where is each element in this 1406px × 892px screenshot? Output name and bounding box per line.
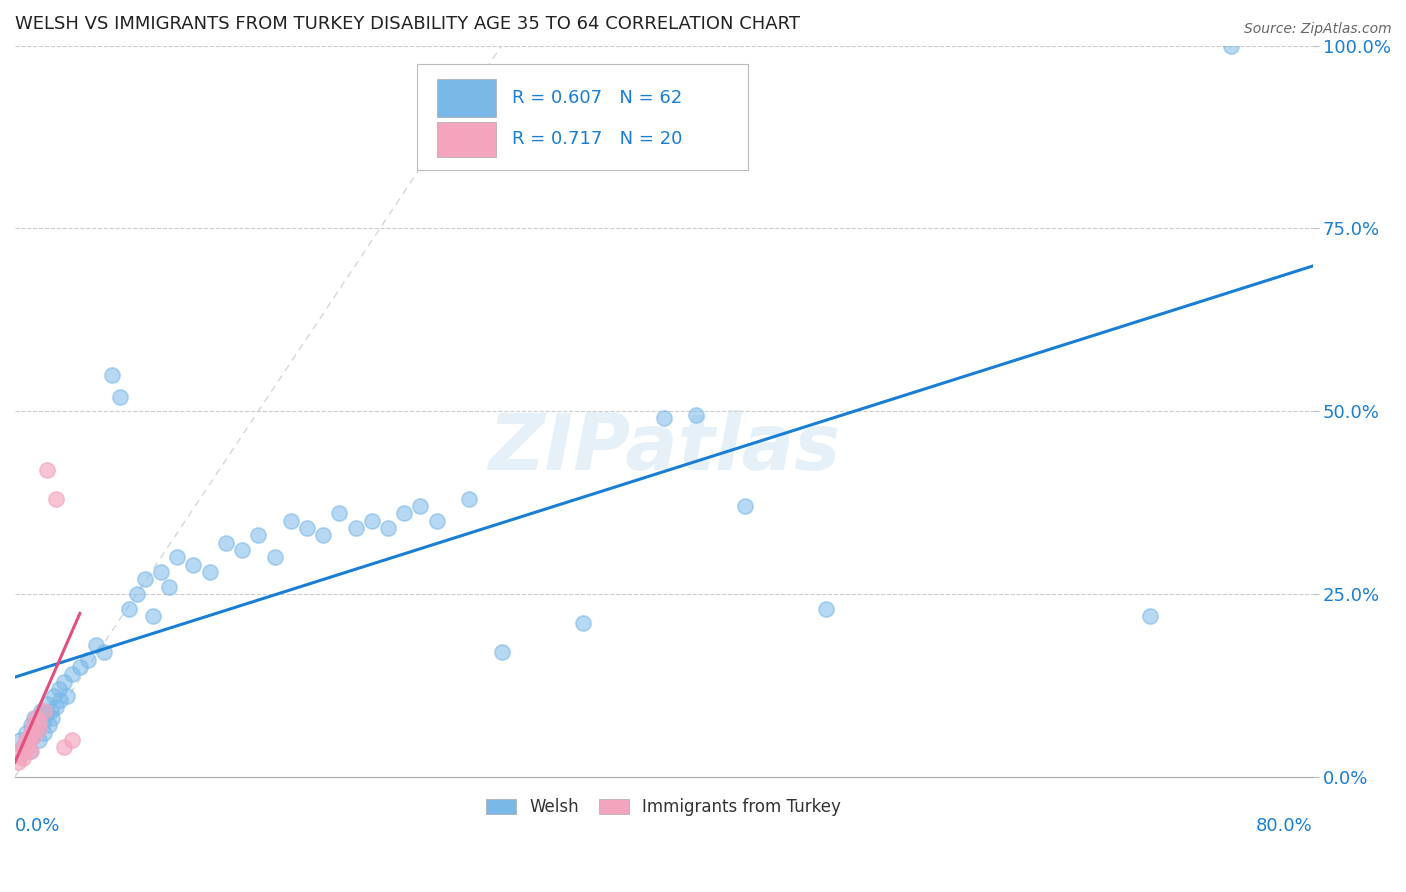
Text: 80.0%: 80.0% xyxy=(1256,817,1313,835)
Text: ZIPatlas: ZIPatlas xyxy=(488,409,839,485)
Point xyxy=(491,645,513,659)
Point xyxy=(685,408,707,422)
Point xyxy=(231,543,253,558)
Point xyxy=(69,660,91,674)
Point xyxy=(458,491,481,506)
Point xyxy=(24,730,46,744)
Point xyxy=(18,744,41,758)
Point xyxy=(35,707,58,722)
Point xyxy=(1220,38,1243,53)
Point xyxy=(60,733,83,747)
Point xyxy=(48,681,70,696)
Point xyxy=(49,693,72,707)
Point xyxy=(149,565,172,579)
Point xyxy=(28,733,51,747)
FancyBboxPatch shape xyxy=(437,78,496,117)
Point xyxy=(41,711,63,725)
Point xyxy=(814,601,837,615)
Point xyxy=(280,514,302,528)
Point xyxy=(734,499,756,513)
Point xyxy=(20,718,42,732)
Point xyxy=(93,645,115,659)
Point xyxy=(42,690,65,704)
Point xyxy=(215,535,238,549)
Point xyxy=(652,411,675,425)
Point xyxy=(295,521,318,535)
Point xyxy=(25,711,48,725)
Point xyxy=(52,674,75,689)
Point xyxy=(37,697,59,711)
Point xyxy=(56,690,79,704)
Point xyxy=(38,718,60,732)
Point xyxy=(27,722,49,736)
Point xyxy=(15,725,38,739)
Legend: Welsh, Immigrants from Turkey: Welsh, Immigrants from Turkey xyxy=(479,792,848,823)
Point xyxy=(110,390,132,404)
Point xyxy=(344,521,367,535)
Point xyxy=(31,714,53,729)
Point xyxy=(7,755,30,769)
Point xyxy=(17,740,39,755)
Point xyxy=(8,747,31,762)
Point xyxy=(125,587,148,601)
Point xyxy=(20,725,42,739)
Point xyxy=(571,616,593,631)
Point xyxy=(20,744,42,758)
Point xyxy=(30,704,52,718)
Point xyxy=(394,507,416,521)
Point xyxy=(39,704,62,718)
Point xyxy=(247,528,270,542)
Point xyxy=(426,514,449,528)
Point xyxy=(377,521,399,535)
Point xyxy=(45,700,67,714)
Point xyxy=(328,507,350,521)
Point xyxy=(157,580,180,594)
Text: 0.0%: 0.0% xyxy=(15,817,60,835)
Point xyxy=(28,714,51,729)
Point xyxy=(1139,608,1161,623)
FancyBboxPatch shape xyxy=(418,64,748,170)
Point xyxy=(84,638,107,652)
Point xyxy=(32,704,55,718)
Point xyxy=(263,550,285,565)
Point xyxy=(11,740,34,755)
Point xyxy=(21,730,44,744)
Point xyxy=(15,733,38,747)
Point xyxy=(11,751,34,765)
Point xyxy=(24,711,46,725)
Point xyxy=(14,744,37,758)
Point xyxy=(360,514,382,528)
Point xyxy=(28,722,51,736)
Text: R = 0.717   N = 20: R = 0.717 N = 20 xyxy=(512,130,682,148)
Point xyxy=(11,740,34,755)
FancyBboxPatch shape xyxy=(437,121,496,157)
Point xyxy=(117,601,139,615)
Point xyxy=(18,730,41,744)
Point xyxy=(60,667,83,681)
Point xyxy=(52,740,75,755)
Point xyxy=(77,653,100,667)
Point xyxy=(183,558,205,572)
Point xyxy=(166,550,188,565)
Text: R = 0.607   N = 62: R = 0.607 N = 62 xyxy=(512,88,682,106)
Text: WELSH VS IMMIGRANTS FROM TURKEY DISABILITY AGE 35 TO 64 CORRELATION CHART: WELSH VS IMMIGRANTS FROM TURKEY DISABILI… xyxy=(15,15,800,33)
Point xyxy=(8,733,31,747)
Point xyxy=(198,565,221,579)
Point xyxy=(21,718,44,732)
Point xyxy=(101,368,124,382)
Point xyxy=(45,491,67,506)
Text: Source: ZipAtlas.com: Source: ZipAtlas.com xyxy=(1244,22,1392,37)
Point xyxy=(32,725,55,739)
Point xyxy=(37,462,59,476)
Point xyxy=(134,572,156,586)
Point xyxy=(409,499,432,513)
Point xyxy=(312,528,335,542)
Point xyxy=(142,608,165,623)
